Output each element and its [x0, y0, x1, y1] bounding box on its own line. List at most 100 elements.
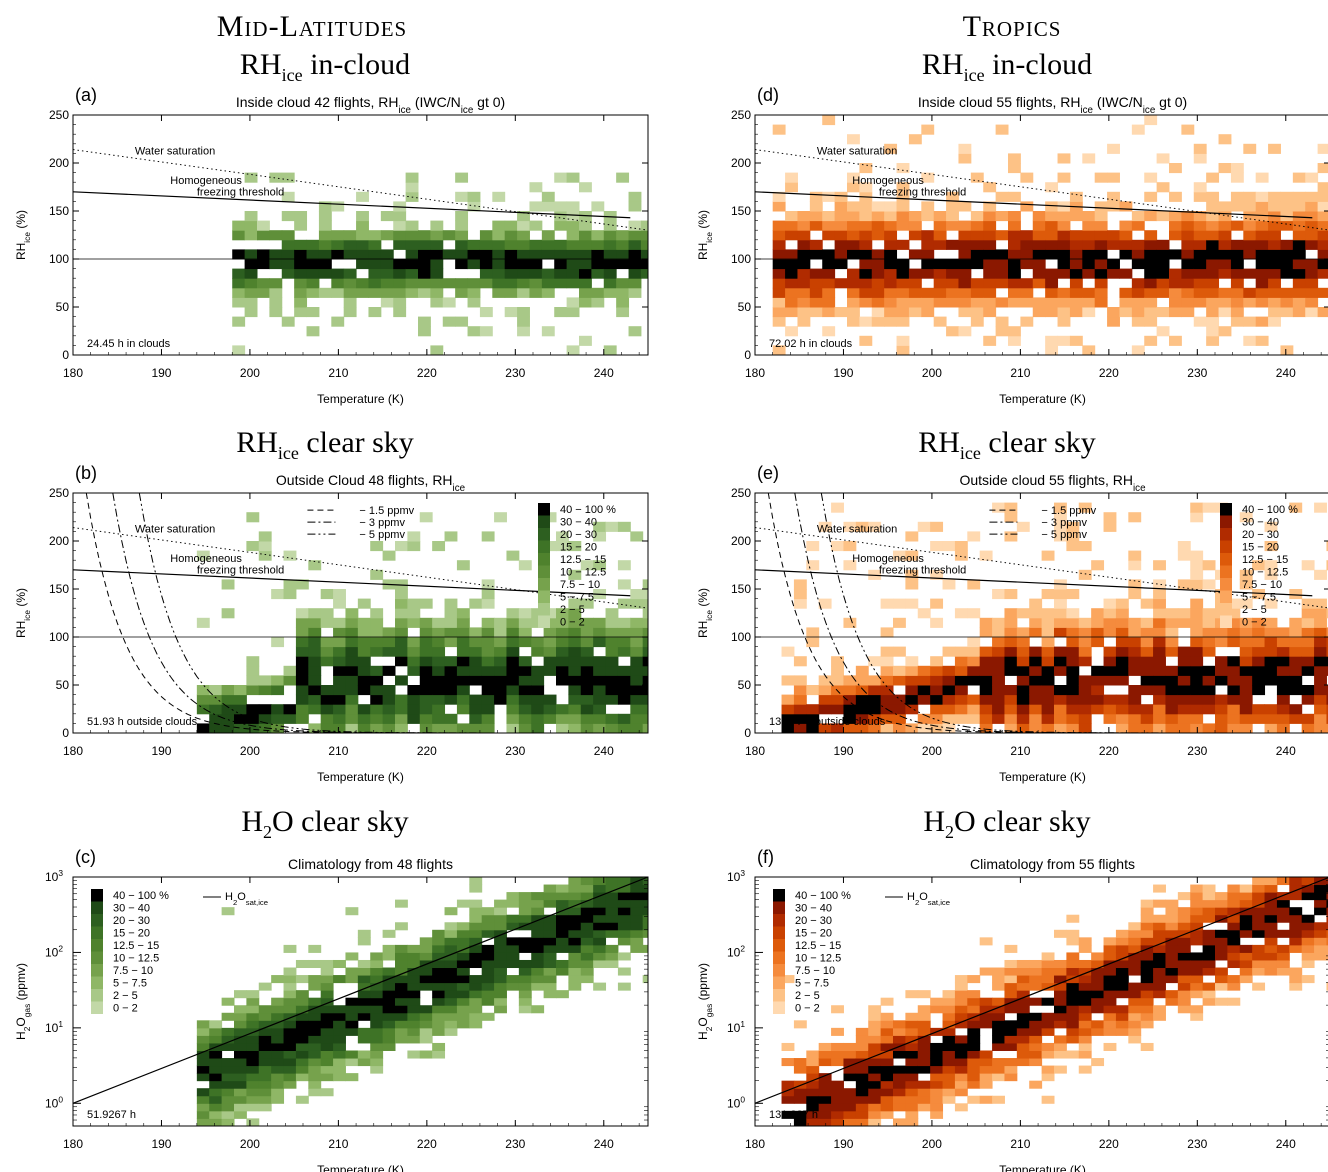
heatmap-cell: [859, 211, 873, 222]
heatmap-cell: [905, 1073, 919, 1082]
heatmap-cell: [893, 646, 906, 657]
heatmap-cell: [357, 617, 371, 628]
heatmap-cell: [1264, 637, 1278, 648]
heatmap-cell: [1230, 307, 1244, 318]
heatmap-cell: [630, 922, 644, 931]
heatmap-cell: [333, 589, 346, 600]
heatmap-cell: [295, 627, 309, 638]
heatmap-cell: [628, 287, 642, 298]
heatmap-cell: [1032, 307, 1046, 318]
heatmap-cell: [1190, 665, 1204, 676]
heatmap-cell: [793, 598, 807, 609]
heatmap-cell: [357, 704, 371, 715]
heatmap-cell: [234, 1058, 247, 1067]
heatmap-cell: [605, 675, 619, 686]
heatmap-cell: [356, 220, 369, 231]
heatmap-cell: [196, 617, 210, 628]
heatmap-cell: [1202, 502, 1216, 513]
heatmap-cell: [806, 1065, 820, 1074]
heatmap-cell: [1128, 713, 1142, 724]
heatmap-cell: [518, 982, 532, 991]
heatmap-cell: [1314, 569, 1327, 580]
heatmap-cell: [603, 230, 617, 241]
heatmap-cell: [917, 1095, 931, 1104]
heatmap-cell: [395, 617, 408, 628]
heatmap-cell: [283, 675, 297, 686]
heatmap-cell: [1128, 944, 1142, 953]
heatmap-cell: [1153, 713, 1166, 724]
heatmap-cell: [308, 656, 322, 667]
heatmap-cell: [1190, 627, 1204, 638]
heatmap-cell: [1230, 163, 1244, 174]
heatmap-cell: [568, 975, 582, 984]
heatmap-cell: [1153, 665, 1166, 676]
heatmap-cell: [855, 1118, 869, 1126]
heatmap-cell: [368, 230, 382, 241]
heatmap-cell: [556, 944, 569, 953]
legend-label: 7.5 − 10: [795, 965, 835, 977]
heatmap-cell: [1066, 1012, 1080, 1021]
heatmap-cell: [1177, 665, 1191, 676]
heatmap-cell: [818, 1058, 832, 1067]
heatmap-cell: [893, 1035, 906, 1044]
heatmap-cell: [1020, 278, 1034, 289]
heatmap-cell: [1215, 899, 1228, 908]
heatmap-cell: [234, 1005, 247, 1014]
heatmap-cell: [992, 1073, 1005, 1082]
heatmap-cell: [442, 278, 456, 289]
heatmap-cell: [630, 713, 644, 724]
heatmap-cell: [1215, 944, 1228, 953]
heatmap-cell: [1215, 982, 1228, 991]
heatmap-cell: [246, 1103, 260, 1112]
heatmap-cell: [568, 723, 582, 733]
heatmap-cell: [579, 278, 592, 289]
heatmap-cell: [1054, 1042, 1067, 1051]
heatmap-cell: [1190, 704, 1204, 715]
heatmap-cell: [295, 579, 309, 590]
heatmap-cell: [469, 598, 483, 609]
heatmap-cell: [1264, 937, 1278, 946]
heatmap-cell: [1115, 694, 1129, 705]
heatmap-cell: [1314, 617, 1327, 628]
heatmap-cell: [432, 617, 446, 628]
heatmap-cell: [246, 1080, 260, 1089]
x-tick-label: 240: [1276, 366, 1296, 380]
heatmap-cell: [1140, 937, 1154, 946]
heatmap-cell: [506, 694, 520, 705]
heatmap-cell: [345, 967, 359, 976]
heatmap-cell: [1004, 1058, 1018, 1067]
heatmap-cell: [1326, 665, 1328, 676]
heatmap-cell: [868, 521, 882, 532]
heatmap-cell: [492, 191, 506, 202]
heatmap-cell: [568, 694, 582, 705]
heatmap-cell: [1326, 907, 1328, 916]
heatmap-cell: [822, 287, 836, 298]
heatmap-cell: [1239, 656, 1253, 667]
heatmap-cell: [1054, 1005, 1067, 1014]
heatmap-cell: [1317, 163, 1328, 174]
heatmap-cell: [370, 1035, 384, 1044]
heatmap-cell: [593, 713, 607, 724]
heatmap-cell: [320, 685, 334, 696]
heatmap-cell: [469, 675, 483, 686]
x-tick-label: 190: [151, 366, 171, 380]
heatmap-cell: [407, 982, 421, 991]
heatmap-cell: [992, 967, 1005, 976]
heatmap-cell: [818, 521, 832, 532]
heatmap-cell: [258, 1012, 272, 1021]
heatmap-cell: [954, 1012, 968, 1021]
heatmap-cell: [884, 316, 898, 327]
heatmap-cell: [793, 1110, 807, 1119]
heatmap-cell: [320, 608, 334, 619]
heatmap-cell: [356, 278, 369, 289]
x-tick-label: 180: [63, 744, 83, 758]
heatmap-cell: [1181, 124, 1195, 135]
heatmap-cell: [1008, 153, 1021, 164]
heatmap-cell: [517, 316, 530, 327]
heatmap-cell: [1276, 967, 1290, 976]
heatmap-cell: [1218, 287, 1232, 298]
heatmap-cell: [967, 675, 981, 686]
legend-label: 30 − 40: [795, 903, 832, 915]
heatmap-cell: [494, 997, 507, 1006]
heatmap-cell: [568, 685, 582, 696]
